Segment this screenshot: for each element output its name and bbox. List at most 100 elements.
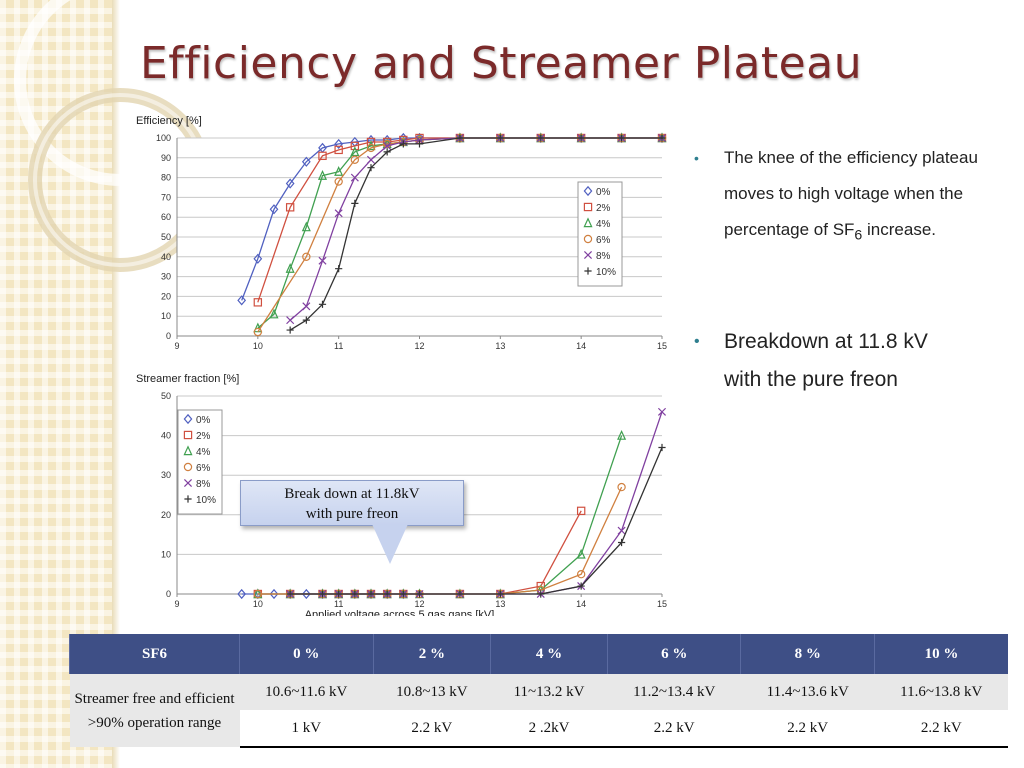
legend-label: 10% — [596, 267, 616, 278]
data-point-square — [285, 203, 295, 212]
y-tick-label: 50 — [161, 232, 171, 242]
x-tick-label: 9 — [174, 599, 179, 609]
data-point-x — [366, 155, 376, 164]
data-point-diamond — [183, 413, 193, 425]
table-header-cell: 0 % — [239, 634, 373, 674]
data-point-plus — [351, 590, 359, 598]
y-tick-label: 0 — [166, 331, 171, 341]
bullet-dot-icon: • — [694, 333, 700, 351]
breakdown-callout: Break down at 11.8kV with pure freon — [240, 480, 464, 526]
data-point-plus — [367, 590, 375, 598]
data-point-x — [583, 250, 593, 260]
legend-label: 2% — [596, 203, 611, 214]
data-point-x — [383, 141, 392, 150]
x-tick-label: 13 — [495, 599, 505, 609]
data-point-x — [334, 209, 343, 218]
table-header-row: SF6 0 % 2 % 4 % 6 % 8 % 10 % — [69, 634, 1008, 674]
table-header-cell: 10 % — [873, 634, 1008, 674]
data-point-square — [583, 202, 593, 212]
data-point-triangle — [317, 169, 328, 180]
data-point-plus — [456, 590, 464, 598]
data-point-circle — [617, 482, 626, 492]
data-point-circle — [576, 569, 586, 579]
callout-pointer — [372, 524, 408, 564]
data-point-diamond — [253, 253, 263, 264]
y-tick-label: 20 — [161, 510, 171, 520]
data-point-diamond — [269, 204, 279, 215]
x-tick-label: 10 — [253, 341, 263, 351]
data-point-x — [617, 526, 626, 535]
data-point-circle — [366, 143, 376, 153]
legend-label: 8% — [596, 251, 611, 262]
data-point-square — [576, 506, 586, 516]
data-point-diamond — [455, 132, 465, 144]
page-title: Efficiency and Streamer Plateau — [140, 38, 863, 89]
x-tick-label: 9 — [174, 341, 179, 351]
legend-label: 6% — [596, 235, 611, 246]
data-point-square — [183, 430, 193, 440]
y-tick-label: 30 — [161, 470, 171, 480]
data-point-plus — [367, 164, 375, 172]
legend-label: 4% — [196, 447, 211, 458]
bullet-knee-text: The knee of the efficiency plateau moves… — [724, 148, 978, 239]
data-point-plus — [658, 443, 666, 452]
legend-label: 2% — [196, 431, 211, 442]
data-point-triangle — [285, 263, 295, 273]
data-point-triangle — [350, 146, 360, 157]
table-cell: 10.8~13 kV — [373, 674, 491, 710]
x-tick-label: 14 — [576, 599, 586, 609]
bullet-knee-end: increase. — [862, 220, 936, 239]
efficiency-chart: 0 10 20 30 40 50 60 70 80 90 100 9 10 11 12 13 14 15 Effic… — [136, 115, 667, 351]
data-point-plus — [496, 590, 504, 598]
data-point-triangle — [583, 217, 593, 228]
table-header-cell: 8 % — [740, 634, 875, 674]
data-point-triangle — [334, 166, 344, 176]
data-point-triangle — [301, 221, 311, 232]
data-point-x — [657, 407, 667, 416]
data-point-triangle — [617, 429, 627, 440]
y-tick-label: 30 — [161, 272, 171, 282]
data-point-square — [253, 298, 263, 307]
table-cell: 2.2 kV — [874, 710, 1008, 748]
data-point-circle — [302, 252, 311, 261]
data-point-diamond — [285, 178, 295, 189]
data-point-diamond — [576, 132, 586, 144]
table-row-label: Streamer free and efficient >90% operati… — [69, 674, 240, 747]
data-point-plus — [496, 134, 504, 142]
data-point-triangle — [576, 548, 586, 559]
callout-line-2: with pure freon — [305, 506, 399, 522]
x-axis-label: Applied voltage across 5 gas gaps [kV] — [305, 609, 495, 616]
x-tick-label: 15 — [657, 341, 667, 351]
data-point-triangle — [269, 308, 279, 319]
bullet-dot-icon: • — [694, 150, 699, 166]
table-cell: 11~13.2 kV — [490, 674, 608, 710]
data-point-circle — [350, 155, 360, 164]
y-tick-label: 10 — [161, 549, 171, 559]
data-point-diamond — [269, 588, 279, 600]
data-point-plus — [184, 495, 192, 503]
data-point-plus — [318, 300, 327, 308]
data-point-diamond — [237, 295, 247, 306]
legend-label: 8% — [196, 479, 211, 490]
bullet-knee: • The knee of the efficiency plateau move… — [690, 140, 994, 253]
data-point-circle — [253, 327, 263, 337]
data-point-diamond — [657, 132, 667, 144]
data-point-x — [415, 135, 424, 145]
y-tick-label: 80 — [161, 173, 171, 183]
data-point-square — [334, 145, 343, 155]
data-point-plus — [415, 140, 424, 148]
y-tick-label: 10 — [161, 311, 171, 321]
data-point-diamond — [301, 588, 311, 600]
y-tick-label: 0 — [166, 589, 171, 599]
data-point-plus — [617, 134, 626, 142]
y-tick-label: 70 — [161, 192, 171, 202]
bullet-knee-subscript: 6 — [854, 227, 863, 244]
data-point-plus — [318, 590, 327, 598]
data-point-plus — [302, 316, 310, 324]
legend-box — [177, 409, 223, 515]
x-tick-label: 12 — [414, 341, 424, 351]
data-point-x — [318, 256, 327, 265]
data-point-diamond — [583, 185, 593, 197]
data-point-plus — [383, 590, 391, 598]
table-cell: 2.2 kV — [373, 710, 491, 748]
